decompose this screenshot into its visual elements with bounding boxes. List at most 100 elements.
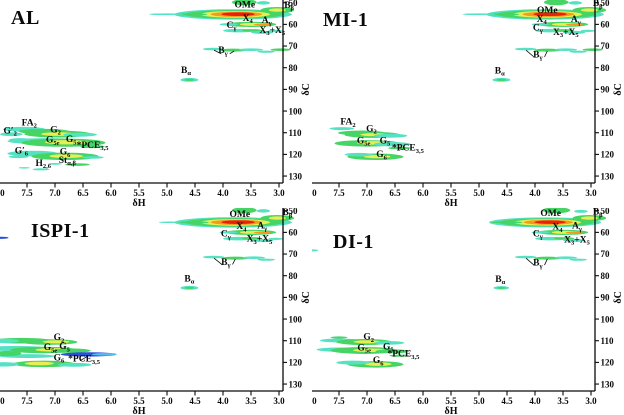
y-tick-label: 110: [601, 336, 615, 346]
x-tick-label: 4.0: [217, 396, 229, 406]
y-tick-label: 120: [601, 358, 615, 368]
contour-blob: [582, 48, 603, 52]
contour-blob: [268, 237, 283, 240]
contour-blob: [336, 360, 370, 365]
contour-blob: [49, 154, 83, 159]
axis: [0, 208, 284, 392]
y-tick-label: 110: [601, 128, 615, 138]
panel-title-MI-1: MI-1: [323, 9, 369, 31]
peak-label: X4: [552, 223, 563, 234]
x-tick-label: 3.5: [557, 188, 569, 198]
contour-blob: [563, 30, 586, 34]
y-tick-label: 60: [289, 228, 299, 238]
x-tick-label: 7.0: [361, 188, 373, 198]
x-tick-label: 7.5: [21, 188, 33, 198]
contour-blob: [251, 30, 274, 34]
x-tick-label: 6.5: [77, 396, 89, 406]
contour-blob: [569, 50, 588, 53]
peak-connector-line: [544, 50, 548, 58]
panel-MI-1: 8.0 7.5 7.0 6.5 6.0 5.5 5.0 4.5 4.0 3.5 3.0 50 60 70 8…: [312, 0, 624, 208]
y-tick-label: 130: [289, 171, 303, 181]
peak-label: G2: [50, 125, 61, 136]
contour-blob: [330, 336, 348, 339]
contour-blob: [42, 340, 70, 344]
y-tick-label: 70: [601, 249, 611, 259]
y-axis-label: δC: [301, 83, 312, 95]
contour-blob: [388, 146, 411, 150]
contour-blob: [219, 231, 238, 234]
x-tick-label: 5.5: [445, 188, 457, 198]
peak-label: Bβ: [283, 208, 293, 219]
axis: [0, 0, 284, 184]
contour-blob: [253, 23, 271, 26]
x-tick-label: 6.5: [389, 396, 401, 406]
contour-blob: [256, 1, 271, 5]
y-tick-label: 50: [601, 208, 611, 216]
peak-label: Bγ: [533, 259, 542, 270]
x-tick-label: 7.0: [49, 396, 61, 406]
contour-blob: [514, 47, 537, 51]
y-tick-label: 100: [289, 314, 303, 324]
peak-label: G2: [366, 124, 377, 135]
y-tick-label: 60: [289, 20, 299, 30]
contour-blob: [580, 8, 598, 12]
peak-label: Bβ: [284, 1, 294, 12]
contour-blob: [531, 231, 550, 234]
contour-blob: [221, 256, 249, 260]
x-tick-label: 3.0: [273, 188, 285, 198]
contour-blob: [257, 258, 276, 261]
contour-blob: [312, 249, 319, 252]
contour-blob: [496, 286, 506, 289]
x-tick-label: 4.0: [217, 188, 229, 198]
peak-label: OMe: [537, 6, 558, 16]
y-axis-label: δC: [613, 291, 624, 303]
contour-blob: [184, 78, 195, 81]
contour-blob: [375, 349, 409, 354]
contour-blob: [8, 155, 29, 159]
axis: [312, 0, 596, 184]
x-tick-label: 8.0: [0, 188, 5, 198]
contour-blob: [0, 236, 9, 239]
peak-label: Stα,β: [59, 156, 77, 167]
contour-blob: [18, 167, 30, 169]
y-tick-label: 100: [601, 106, 615, 116]
x-tick-label: 4.5: [501, 188, 513, 198]
x-tick-label: 5.0: [473, 188, 485, 198]
contour-blob: [257, 50, 276, 53]
contour-blob: [184, 286, 195, 289]
peak-label: Cγ: [226, 21, 236, 32]
contour-blob: [364, 362, 392, 366]
y-tick-label: 80: [289, 63, 299, 73]
panel-ISPI-1: 8.0 7.5 7.0 6.5 6.0 5.5 5.0 4.5 4.0 3.5 3.0 50 60 70 8…: [0, 208, 312, 415]
contour-blob: [563, 238, 586, 242]
contour-blob: [242, 256, 265, 260]
peak-label: X3+X5: [259, 26, 285, 37]
peak-label: *PCE3,5: [77, 141, 110, 152]
x-axis-label: δH: [445, 406, 458, 415]
contour-blob: [158, 221, 181, 224]
contour-blob: [253, 231, 271, 234]
peak-label: *PCE3,5: [68, 355, 101, 366]
y-tick-label: 130: [601, 379, 615, 389]
panel-title-ISPI-1: ISPI-1: [31, 220, 90, 242]
panel-title-AL: AL: [11, 7, 40, 29]
contour-blob: [44, 140, 88, 145]
peak-label: G5: [66, 135, 77, 146]
x-tick-label: 6.5: [389, 188, 401, 198]
y-axis-label: δC: [301, 291, 312, 303]
peak-label: FA2: [340, 117, 355, 128]
spectrum-DI-1: 8.0 7.5 7.0 6.5 6.0 5.5 5.0 4.5 4.0 3.5 3.0 50 60 70 8…: [312, 208, 624, 415]
peak-label: Aγ: [571, 15, 581, 26]
contour-blob: [491, 221, 523, 224]
peak-label: Cγ: [533, 23, 543, 34]
y-tick-label: 100: [601, 314, 615, 324]
peak-label: G6: [376, 150, 387, 161]
panel-AL: 8.0 7.5 7.0 6.5 6.0 5.5 5.0 4.5 4.0 3.5 3.0 50 60 70 8…: [0, 0, 312, 208]
contour-blob: [533, 48, 561, 52]
x-tick-label: 7.5: [333, 396, 345, 406]
peak-label: G5e: [46, 136, 60, 147]
y-tick-label: 50: [289, 208, 299, 216]
x-tick-label: 7.5: [333, 188, 345, 198]
peak-connector-line: [229, 50, 235, 55]
contour-blob: [329, 127, 355, 131]
